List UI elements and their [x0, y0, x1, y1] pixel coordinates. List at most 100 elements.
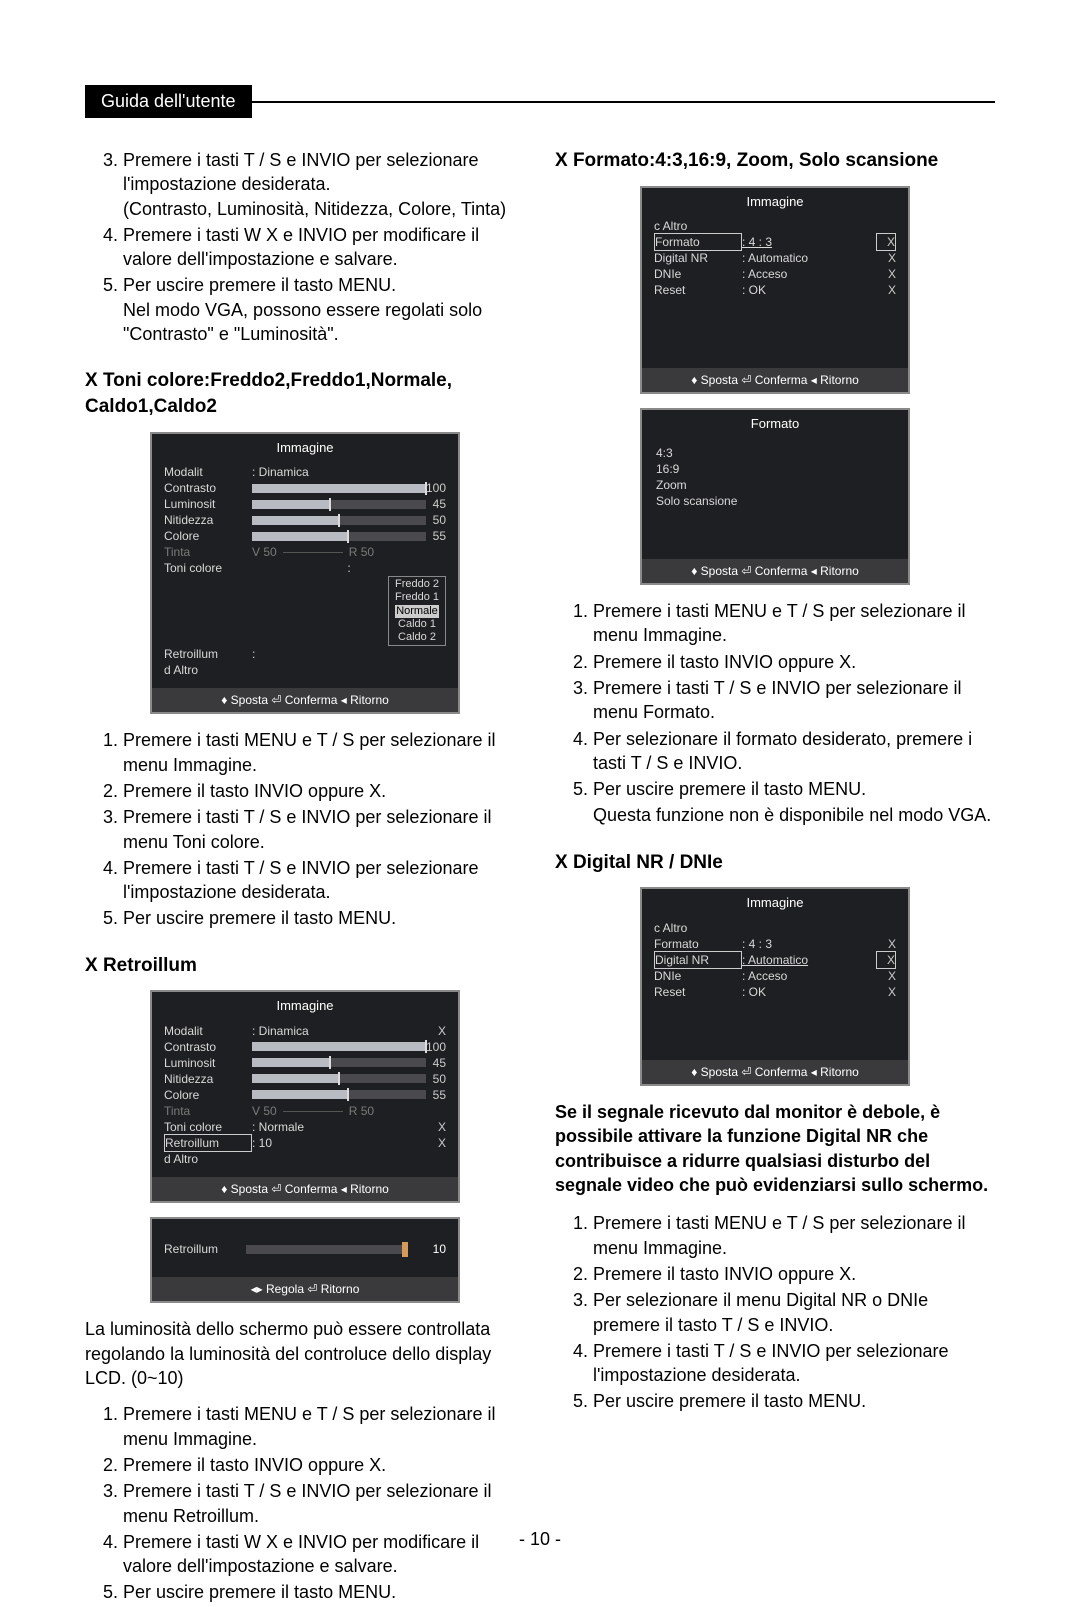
menu-val: : Acceso: [742, 968, 876, 984]
menu-row: Digital NR: AutomaticoX: [654, 952, 896, 968]
menu-key: Luminosit: [164, 1055, 252, 1071]
menu-key: Tinta: [164, 544, 252, 560]
menu-item: 4:3: [656, 445, 894, 461]
menu-val: : OK: [742, 984, 876, 1000]
menu-key: Contrasto: [164, 480, 252, 496]
menu-row: Reset: OKX: [654, 984, 896, 1000]
text: Per uscire premere il tasto MENU.: [593, 779, 866, 799]
text: Premere i tasti T / S e INVIO per selezi…: [123, 150, 478, 194]
x-icon: X: [876, 282, 896, 298]
menu-row: DNIe: AccesoX: [654, 266, 896, 282]
slider-knob: [402, 1242, 408, 1257]
menu-bar: [252, 498, 426, 511]
menu-key: Luminosit: [164, 496, 252, 512]
menu-bar: [252, 1056, 426, 1069]
menu-val: : 10: [252, 1135, 426, 1151]
list-item: Premere i tasti T / S e INVIO per selezi…: [123, 148, 525, 221]
right-column: X Formato:4:3,16:9, Zoom, Solo scansione…: [555, 148, 995, 1607]
menu-title: Immagine: [152, 992, 458, 1019]
slider-value: 10: [418, 1241, 446, 1257]
osd-slider-retro: Retroillum 10 ◂▸ Regola ⏎ Ritorno: [150, 1217, 460, 1303]
list-item: Premere i tasti T / S e INVIO per selezi…: [123, 856, 525, 905]
menu-val: : Automatico: [742, 952, 876, 968]
slider-track: [246, 1245, 408, 1254]
menu-key: Formato: [654, 233, 742, 251]
page: Guida dell'utente Premere i tasti T / S …: [0, 0, 1080, 1584]
menu-key: Toni colore: [164, 1119, 252, 1135]
menu-key: Nitidezza: [164, 1071, 252, 1087]
menu-key: d Altro: [164, 662, 252, 678]
menu-val: : Acceso: [742, 266, 876, 282]
text: (Contrasto, Luminosità, Nitidezza, Color…: [123, 199, 506, 219]
text: Premere i tasti W X e INVIO per modifica…: [123, 225, 479, 269]
menu-footer: ♦ Sposta ⏎ Conferma ◂ Ritorno: [642, 559, 908, 583]
menu-bar-value: 45: [426, 496, 446, 512]
menu-key: DNIe: [654, 968, 742, 984]
menu-key: Tinta: [164, 1103, 252, 1119]
menu-body: Modalit: Dinamica Contrasto100Luminosit4…: [152, 460, 458, 688]
menu-bar-row: Colore55: [164, 1087, 446, 1103]
menu-title: Formato: [642, 410, 908, 437]
menu-val: : OK: [742, 282, 876, 298]
submenu-options: Freddo 2 Freddo 1 Normale Caldo 1 Caldo …: [388, 576, 446, 646]
list-item: Per uscire premere il tasto MENU.: [123, 906, 525, 930]
x-icon: X: [876, 250, 896, 266]
menu-key: Digital NR: [654, 250, 742, 266]
menu-key: Modalit: [164, 464, 252, 480]
list-item: Per uscire premere il tasto MENU. Nel mo…: [123, 273, 525, 346]
menu-title: Immagine: [642, 188, 908, 215]
menu-bar-row: Nitidezza50: [164, 1071, 446, 1087]
left-column: Premere i tasti T / S e INVIO per selezi…: [85, 148, 525, 1607]
list-item: Premere i tasti MENU e T / S per selezio…: [593, 1211, 995, 1260]
menu-title: Immagine: [152, 434, 458, 461]
menu-key: Contrasto: [164, 1039, 252, 1055]
menu-val: :: [252, 560, 446, 576]
menu-bar: [252, 1040, 426, 1053]
menu-key: Digital NR: [654, 951, 742, 969]
page-number: - 10 -: [519, 1529, 561, 1550]
menu-item: 16:9: [656, 461, 894, 477]
menu-bar-row: Colore55: [164, 528, 446, 544]
menu-bar: [252, 482, 426, 495]
toni-steps: Premere i tasti MENU e T / S per selezio…: [123, 728, 525, 930]
menu-val: V 50R 50: [252, 544, 446, 560]
menu-bar-value: 100: [426, 480, 446, 496]
menu-val: : 4 : 3: [742, 936, 876, 952]
menu-key: Modalit: [164, 1023, 252, 1039]
digitalnr-steps: Premere i tasti MENU e T / S per selezio…: [593, 1211, 995, 1413]
list-item: Per uscire premere il tasto MENU. Questa…: [593, 777, 995, 828]
menu-val: V 50R 50: [252, 1103, 446, 1119]
menu-key: d Altro: [164, 1151, 252, 1167]
menu-val: : Automatico: [742, 250, 876, 266]
x-icon: X: [876, 266, 896, 282]
retro-steps: Premere i tasti MENU e T / S per selezio…: [123, 1402, 525, 1604]
slider-label: Retroillum: [164, 1241, 236, 1257]
list-item: Premere i tasti MENU e T / S per selezio…: [123, 1402, 525, 1451]
intro-steps: Premere i tasti T / S e INVIO per selezi…: [123, 148, 525, 346]
x-icon: X: [426, 1119, 446, 1135]
menu-bar-row: Luminosit 45: [164, 496, 446, 512]
menu-key: Formato: [654, 936, 742, 952]
header-tag: Guida dell'utente: [85, 85, 252, 118]
osd-menu-formato: Immagine c Altro Formato: 4 : 3XDigital …: [640, 186, 910, 395]
menu-bar: [252, 1088, 426, 1101]
osd-menu-retro: Immagine Modalit: DinamicaX Contrasto100…: [150, 990, 460, 1203]
menu-key: c Altro: [654, 920, 742, 936]
menu-val: : Normale: [252, 1119, 426, 1135]
text: Questa funzione non è disponibile nel mo…: [593, 803, 995, 827]
text: Nel modo VGA, possono essere regolati so…: [123, 298, 525, 347]
list-item: Per uscire premere il tasto MENU.: [123, 1580, 525, 1604]
digitalnr-note: Se il segnale ricevuto dal monitor è deb…: [555, 1100, 995, 1197]
list-item: Premere i tasti T / S e INVIO per selezi…: [123, 805, 525, 854]
section-heading-toni: X Toni colore:Freddo2,Freddo1,Normale, C…: [85, 368, 525, 419]
list-item: Premere i tasti T / S e INVIO per selezi…: [123, 1479, 525, 1528]
columns: Premere i tasti T / S e INVIO per selezi…: [85, 148, 995, 1607]
menu-item: Solo scansione: [656, 493, 894, 509]
header-bar: Guida dell'utente: [85, 85, 995, 118]
menu-key: DNIe: [654, 266, 742, 282]
menu-row: DNIe: AccesoX: [654, 968, 896, 984]
menu-key: Reset: [654, 282, 742, 298]
list-item: Premere i tasti T / S e INVIO per selezi…: [593, 1339, 995, 1388]
menu-key: Retroillum: [164, 1134, 252, 1152]
menu-bar-value: 55: [426, 1087, 446, 1103]
